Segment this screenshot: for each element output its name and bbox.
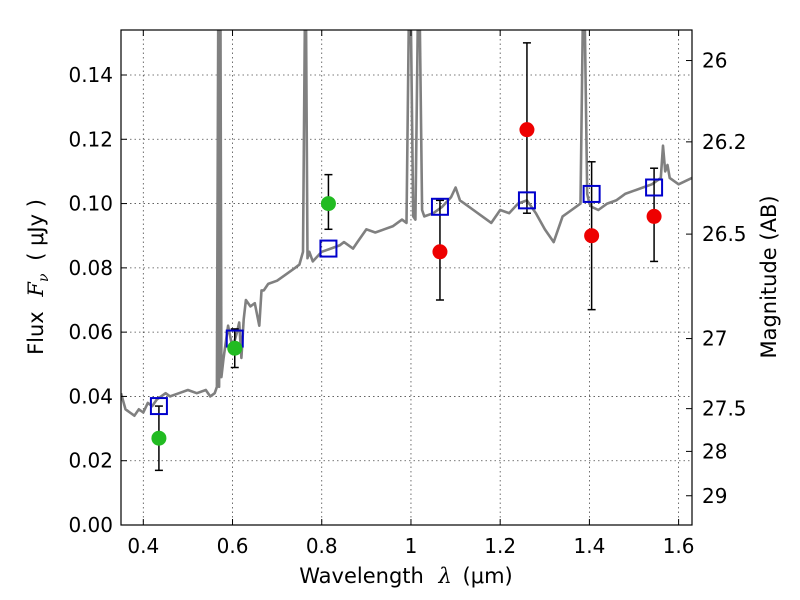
y2-tick-label: 26.2 bbox=[702, 130, 747, 154]
x-tick-label: 1.6 bbox=[663, 534, 695, 558]
observed-point bbox=[151, 430, 167, 446]
y-tick-label: 0.08 bbox=[68, 256, 113, 280]
observed-point bbox=[646, 208, 662, 224]
y2-tick-label: 29 bbox=[702, 484, 727, 508]
model-square bbox=[319, 239, 338, 258]
y-label-unit: ( μJy ) bbox=[24, 199, 48, 261]
x-tick-label: 1.2 bbox=[484, 534, 516, 558]
model-square bbox=[582, 184, 601, 203]
y-tick-label: 0.02 bbox=[68, 449, 113, 473]
data-layer bbox=[121, 30, 692, 472]
observed-point bbox=[432, 244, 448, 260]
spectrum-line bbox=[121, 30, 692, 418]
x-label-prefix: Wavelength bbox=[299, 564, 424, 588]
y-tick-label: 0.10 bbox=[68, 192, 113, 216]
y2-axis-label: Magnitude (AB) bbox=[757, 195, 781, 358]
x-label-unit: (μm) bbox=[463, 564, 513, 588]
observed-point bbox=[320, 196, 336, 212]
x-tick-label: 1 bbox=[405, 534, 418, 558]
axis-ticks: 0.4 0.6 0.8 1 1.2 1.4 1.6 0.00 0.02 0.04 0.06 0.08 0… bbox=[68, 30, 747, 558]
y2-tick-label: 27.5 bbox=[702, 397, 747, 421]
x-label-symbol: λ bbox=[438, 564, 452, 588]
y-tick-label: 0.14 bbox=[68, 63, 113, 87]
x-tick-label: 1.4 bbox=[573, 534, 605, 558]
y-label-prefix: Flux bbox=[24, 311, 48, 355]
x-tick-label: 0.8 bbox=[306, 534, 338, 558]
y-tick-label: 0.12 bbox=[68, 127, 113, 151]
x-tick-label: 0.4 bbox=[127, 534, 159, 558]
y2-tick-label: 27 bbox=[702, 327, 727, 351]
model-square bbox=[430, 197, 449, 216]
x-tick-label: 0.6 bbox=[217, 534, 249, 558]
model-square bbox=[645, 178, 664, 197]
y-tick-label: 0.06 bbox=[68, 320, 113, 344]
observed-point bbox=[519, 122, 535, 138]
x-axis-label: Wavelength λ (μm) bbox=[299, 564, 512, 588]
y2-tick-label: 26 bbox=[702, 49, 727, 73]
model-square bbox=[149, 397, 168, 416]
plot-frame bbox=[120, 29, 693, 526]
y-tick-label: 0.00 bbox=[68, 513, 113, 537]
y2-tick-label: 28 bbox=[702, 439, 727, 463]
observed-point bbox=[584, 228, 600, 244]
y-tick-label: 0.04 bbox=[68, 384, 113, 408]
observed-point bbox=[227, 340, 243, 356]
y-axis-label: Flux Fν ( μJy ) bbox=[24, 199, 53, 355]
y-label-symbol: F bbox=[24, 281, 48, 298]
y-label-subscript: ν bbox=[36, 273, 52, 282]
model-square bbox=[517, 191, 536, 210]
y2-tick-label: 26.5 bbox=[702, 222, 747, 246]
